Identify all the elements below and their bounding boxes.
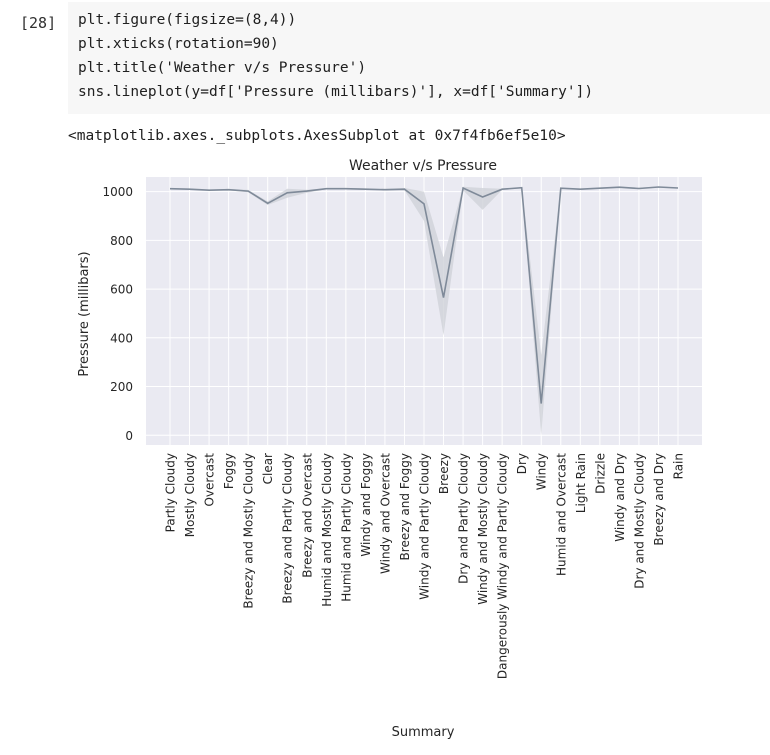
x-tick-labels: Partly Cloudy Mostly Cloudy Overcast Foggy B… — [164, 453, 686, 679]
x-tick-label: Breezy and Overcast — [300, 453, 314, 578]
x-tick-label: Windy and Mostly Cloudy — [476, 453, 490, 605]
x-tick-label: Overcast — [203, 453, 217, 507]
x-tick-label: Windy and Dry — [613, 453, 627, 542]
x-tick-label: Breezy and Foggy — [398, 453, 412, 560]
x-tick-label: Humid and Overcast — [554, 453, 568, 576]
x-tick-label: Humid and Partly Cloudy — [339, 453, 353, 602]
x-axis-label: Summary — [392, 725, 455, 740]
x-tick-label: Windy and Partly Cloudy — [418, 453, 432, 600]
code-editor[interactable]: plt.figure(figsize=(8,4)) plt.xticks(rot… — [68, 2, 770, 114]
code-line[interactable]: plt.figure(figsize=(8,4)) — [78, 12, 297, 28]
x-tick-label: Dry and Mostly Cloudy — [632, 453, 646, 589]
code-cell[interactable]: [28] plt.figure(figsize=(8,4)) plt.xtick… — [10, 2, 770, 115]
x-tick-label: Rain — [672, 453, 686, 479]
x-tick-label: Foggy — [222, 453, 236, 489]
pressure-line — [169, 186, 679, 404]
chart-title: Weather v/s Pressure — [349, 158, 497, 174]
x-tick-label: Drizzle — [593, 453, 607, 494]
x-tick-label: Windy and Overcast — [378, 453, 392, 574]
x-tick-label: Windy — [535, 453, 549, 490]
x-tick-label: Breezy and Dry — [652, 453, 666, 546]
code-line[interactable]: sns.lineplot(y=df['Pressure (millibars)'… — [78, 84, 594, 100]
y-tick-labels: 0 200 400 600 800 1000 — [102, 185, 133, 443]
x-tick-label: Light Rain — [574, 453, 588, 513]
y-tick-label: 600 — [110, 283, 133, 297]
y-axis-label: Pressure (millibars) — [77, 251, 92, 376]
x-tick-label: Breezy and Mostly Cloudy — [242, 453, 256, 609]
x-tick-label: Mostly Cloudy — [183, 453, 197, 537]
y-tick-label: 400 — [110, 331, 133, 345]
x-tick-label: Dry and Partly Cloudy — [457, 453, 471, 584]
x-tick-label: Breezy — [437, 453, 451, 494]
x-tick-label: Dry — [515, 453, 529, 474]
code-line[interactable]: plt.xticks(rotation=90) — [78, 36, 279, 52]
y-tick-label: 1000 — [102, 185, 133, 199]
x-tick-label: Windy and Foggy — [359, 453, 373, 557]
x-tick-label: Partly Cloudy — [164, 453, 178, 532]
cell-prompt: [28] — [20, 14, 57, 32]
x-tick-label: Breezy and Partly Cloudy — [281, 453, 295, 604]
cell-output-text: <matplotlib.axes._subplots.AxesSubplot a… — [68, 128, 566, 144]
code-line[interactable]: plt.title('Weather v/s Pressure') — [78, 60, 367, 76]
line-chart: Weather v/s Pressure 0 200 400 600 800 1000 P… — [77, 158, 702, 740]
y-tick-label: 200 — [110, 380, 133, 394]
x-tick-label: Humid and Mostly Cloudy — [320, 453, 334, 607]
x-tick-label: Dangerously Windy and Partly Cloudy — [496, 453, 510, 679]
y-tick-label: 0 — [125, 429, 133, 443]
x-tick-label: Clear — [261, 453, 275, 484]
y-tick-label: 800 — [110, 234, 133, 248]
